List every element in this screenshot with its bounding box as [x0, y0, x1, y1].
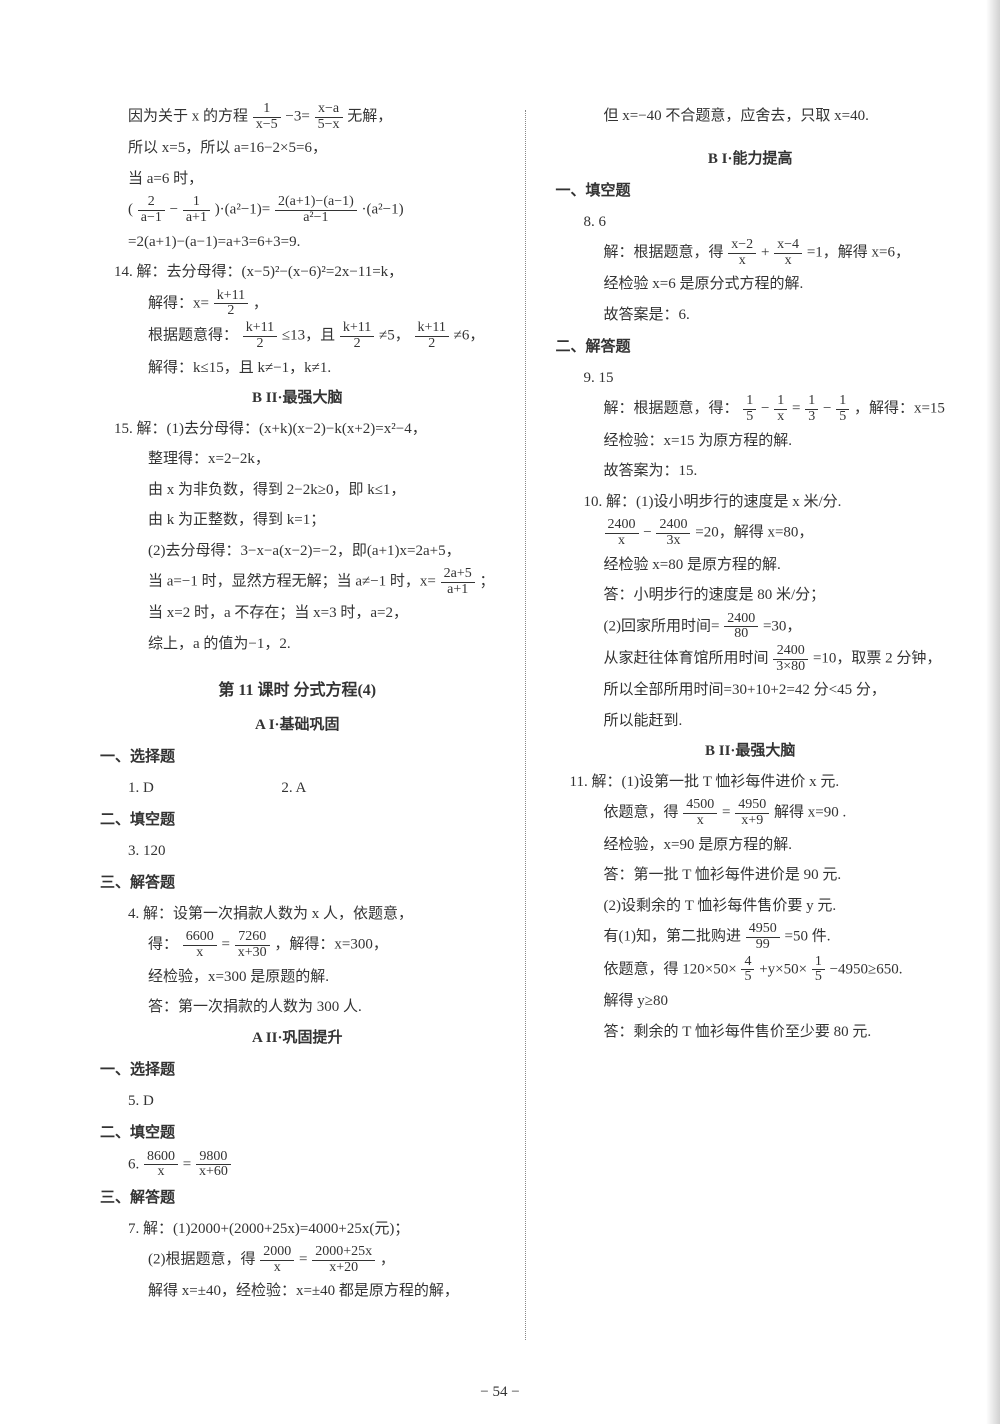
text-line: 15. 解：(1)去分母得：(x+k)(x−2)−k(x+2)=x²−4， — [100, 415, 495, 444]
text-line: 由 x 为非负数，得到 2−2k≥0，即 k≤1， — [100, 476, 495, 505]
text-line: 所以能赶到. — [556, 707, 945, 736]
a1-title: A I·基础巩固 — [100, 711, 495, 740]
text-line: 故答案为：15. — [556, 457, 945, 486]
text-line: 从家赶往体育馆所用时间 24003×80 =10，取票 2 分钟， — [556, 644, 945, 674]
text-line: 答：第一次捐款的人数为 300 人. — [100, 993, 495, 1022]
text-line: ( 2a−1 − 1a+1 )·(a²−1)= 2(a+1)−(a−1)a²−1… — [100, 195, 495, 225]
page-number: − 54 − — [0, 1378, 1000, 1407]
two-column-layout: 因为关于 x 的方程 1x−5 −3= x−a5−x 无解，所以 x=5，所以 … — [100, 100, 940, 1340]
cat-tiankong-r: 一、填空题 — [556, 177, 945, 206]
text-line: 由 k 为正整数，得到 k=1； — [100, 506, 495, 535]
text-line: 2400x − 24003x =20，解得 x=80， — [556, 518, 945, 548]
q10-block: 10. 解：(1)设小明步行的速度是 x 米/分. 2400x − 24003x… — [556, 488, 945, 736]
b2-title-left: B II·最强大脑 — [100, 384, 495, 413]
text-line: 依题意，得 120×50× 45 +y×50× 15 −4950≥650. — [556, 955, 945, 985]
cat-jieda-2: 三、解答题 — [100, 1184, 495, 1213]
cat-tiankong-1: 二、填空题 — [100, 806, 495, 835]
text-line: 依题意，得 4500x = 4950x+9 解得 x=90 . — [556, 798, 945, 828]
text-line: 7. 解：(1)2000+(2000+25x)=4000+25x(元)； — [100, 1215, 495, 1244]
text-line: (2)设剩余的 T 恤衫每件售价要 y 元. — [556, 892, 945, 921]
text-line: =2(a+1)−(a−1)=a+3=6+3=9. — [100, 228, 495, 257]
text-line: 根据题意得： k+112 ≤13，且 k+112 ≠5， k+112 ≠6， — [100, 321, 495, 351]
q3: 3. 120 — [100, 837, 495, 866]
text-line: 当 a=6 时， — [100, 165, 495, 194]
text-line: 解：根据题意，得 x−2x + x−4x =1，解得 x=6， — [556, 238, 945, 268]
q1-row: 1. D 2. A — [100, 774, 495, 803]
text-line: 经检验 x=80 是原方程的解. — [556, 551, 945, 580]
text-line: 4. 解：设第一次捐款人数为 x 人，依题意， — [100, 900, 495, 929]
text-line: (2)根据题意，得 2000x = 2000+25xx+20 ， — [100, 1245, 495, 1275]
text-line: 11. 解：(1)设第一批 T 恤衫每件进价 x 元. — [556, 768, 945, 797]
text-line: (2)回家所用时间= 240080 =30， — [556, 612, 945, 642]
text-line: 解得：k≤15，且 k≠−1，k≠1. — [100, 354, 495, 383]
q1: 1. D — [128, 780, 154, 796]
text-line: 解得：x= k+112 ， — [100, 289, 495, 319]
cat-tiankong-2: 二、填空题 — [100, 1119, 495, 1148]
cat-xuanze-1: 一、选择题 — [100, 743, 495, 772]
text-line: 故答案是：6. — [556, 301, 945, 330]
text-line: 整理得：x=2−2k， — [100, 445, 495, 474]
text-line: 14. 解：去分母得：(x−5)²−(x−6)²=2x−11=k， — [100, 258, 495, 287]
q4-block: 4. 解：设第一次捐款人数为 x 人，依题意，得： 6600x = 7260x+… — [100, 900, 495, 1022]
text-line: 经检验，x=300 是原题的解. — [100, 963, 495, 992]
lesson-title: 第 11 课时 分式方程(4) — [100, 676, 495, 706]
text-line: 因为关于 x 的方程 1x−5 −3= x−a5−x 无解， — [100, 102, 495, 132]
text-line: 综上，a 的值为−1，2. — [100, 630, 495, 659]
cat-jieda-r: 二、解答题 — [556, 333, 945, 362]
column-divider — [525, 110, 526, 1340]
cat-xuanze-2: 一、选择题 — [100, 1056, 495, 1085]
right-column: 但 x=−40 不合题意，应舍去，只取 x=40. B I·能力提高 一、填空题… — [556, 100, 945, 1340]
q11-block: 11. 解：(1)设第一批 T 恤衫每件进价 x 元.依题意，得 4500x =… — [556, 768, 945, 1046]
text-line: 所以全部所用时间=30+10+2=42 分<45 分， — [556, 676, 945, 705]
text-line: 8. 6 — [556, 208, 945, 237]
text-line: 有(1)知，第二批购进 495099 =50 件. — [556, 922, 945, 952]
top-line-right: 但 x=−40 不合题意，应舍去，只取 x=40. — [556, 102, 945, 131]
q8-block: 8. 6解：根据题意，得 x−2x + x−4x =1，解得 x=6，经检验 x… — [556, 208, 945, 330]
page: 因为关于 x 的方程 1x−5 −3= x−a5−x 无解，所以 x=5，所以 … — [0, 0, 1000, 1424]
text-line: 解得 x=±40，经检验：x=±40 都是原方程的解， — [100, 1277, 495, 1306]
text-line: 答：剩余的 T 恤衫每件售价至少要 80 元. — [556, 1018, 945, 1047]
text-line: (2)去分母得：3−x−a(x−2)=−2，即(a+1)x=2a+5， — [100, 537, 495, 566]
q9-block: 9. 15解：根据题意，得： 15 − 1x = 13 − 15 ，解得：x=1… — [556, 364, 945, 486]
left-column: 因为关于 x 的方程 1x−5 −3= x−a5−x 无解，所以 x=5，所以 … — [100, 100, 495, 1340]
q7-block: 7. 解：(1)2000+(2000+25x)=4000+25x(元)；(2)根… — [100, 1215, 495, 1306]
text-line: 10. 解：(1)设小明步行的速度是 x 米/分. — [556, 488, 945, 517]
b2-block-left: 15. 解：(1)去分母得：(x+k)(x−2)−k(x+2)=x²−4，整理得… — [100, 415, 495, 659]
text-line: 当 x=2 时，a 不存在；当 x=3 时，a=2， — [100, 599, 495, 628]
text-line: 经检验，x=90 是原方程的解. — [556, 831, 945, 860]
b1-title-right: B I·能力提高 — [556, 145, 945, 174]
text-line: 经检验 x=6 是原分式方程的解. — [556, 270, 945, 299]
q5: 5. D — [100, 1087, 495, 1116]
text-line: 得： 6600x = 7260x+30 ，解得：x=300， — [100, 930, 495, 960]
text-line: 所以 x=5，所以 a=16−2×5=6， — [100, 134, 495, 163]
q6: 6. 8600x = 9800x+60 — [100, 1150, 495, 1180]
q2: 2. A — [281, 780, 306, 796]
pre-block: 因为关于 x 的方程 1x−5 −3= x−a5−x 无解，所以 x=5，所以 … — [100, 102, 495, 382]
text-line: 解得 y≥80 — [556, 987, 945, 1016]
cat-jieda-1: 三、解答题 — [100, 869, 495, 898]
page-edge-shadow — [986, 0, 1000, 1424]
a2-title: A II·巩固提升 — [100, 1024, 495, 1053]
text-line: 当 a=−1 时，显然方程无解；当 a≠−1 时，x= 2a+5a+1 ； — [100, 567, 495, 597]
text-line: 解：根据题意，得： 15 − 1x = 13 − 15 ，解得：x=15 — [556, 394, 945, 424]
text-line: 答：第一批 T 恤衫每件进价是 90 元. — [556, 861, 945, 890]
text-line: 经检验：x=15 为原方程的解. — [556, 427, 945, 456]
text-line: 答：小明步行的速度是 80 米/分； — [556, 581, 945, 610]
b2-title-right: B II·最强大脑 — [556, 737, 945, 766]
text-line: 9. 15 — [556, 364, 945, 393]
